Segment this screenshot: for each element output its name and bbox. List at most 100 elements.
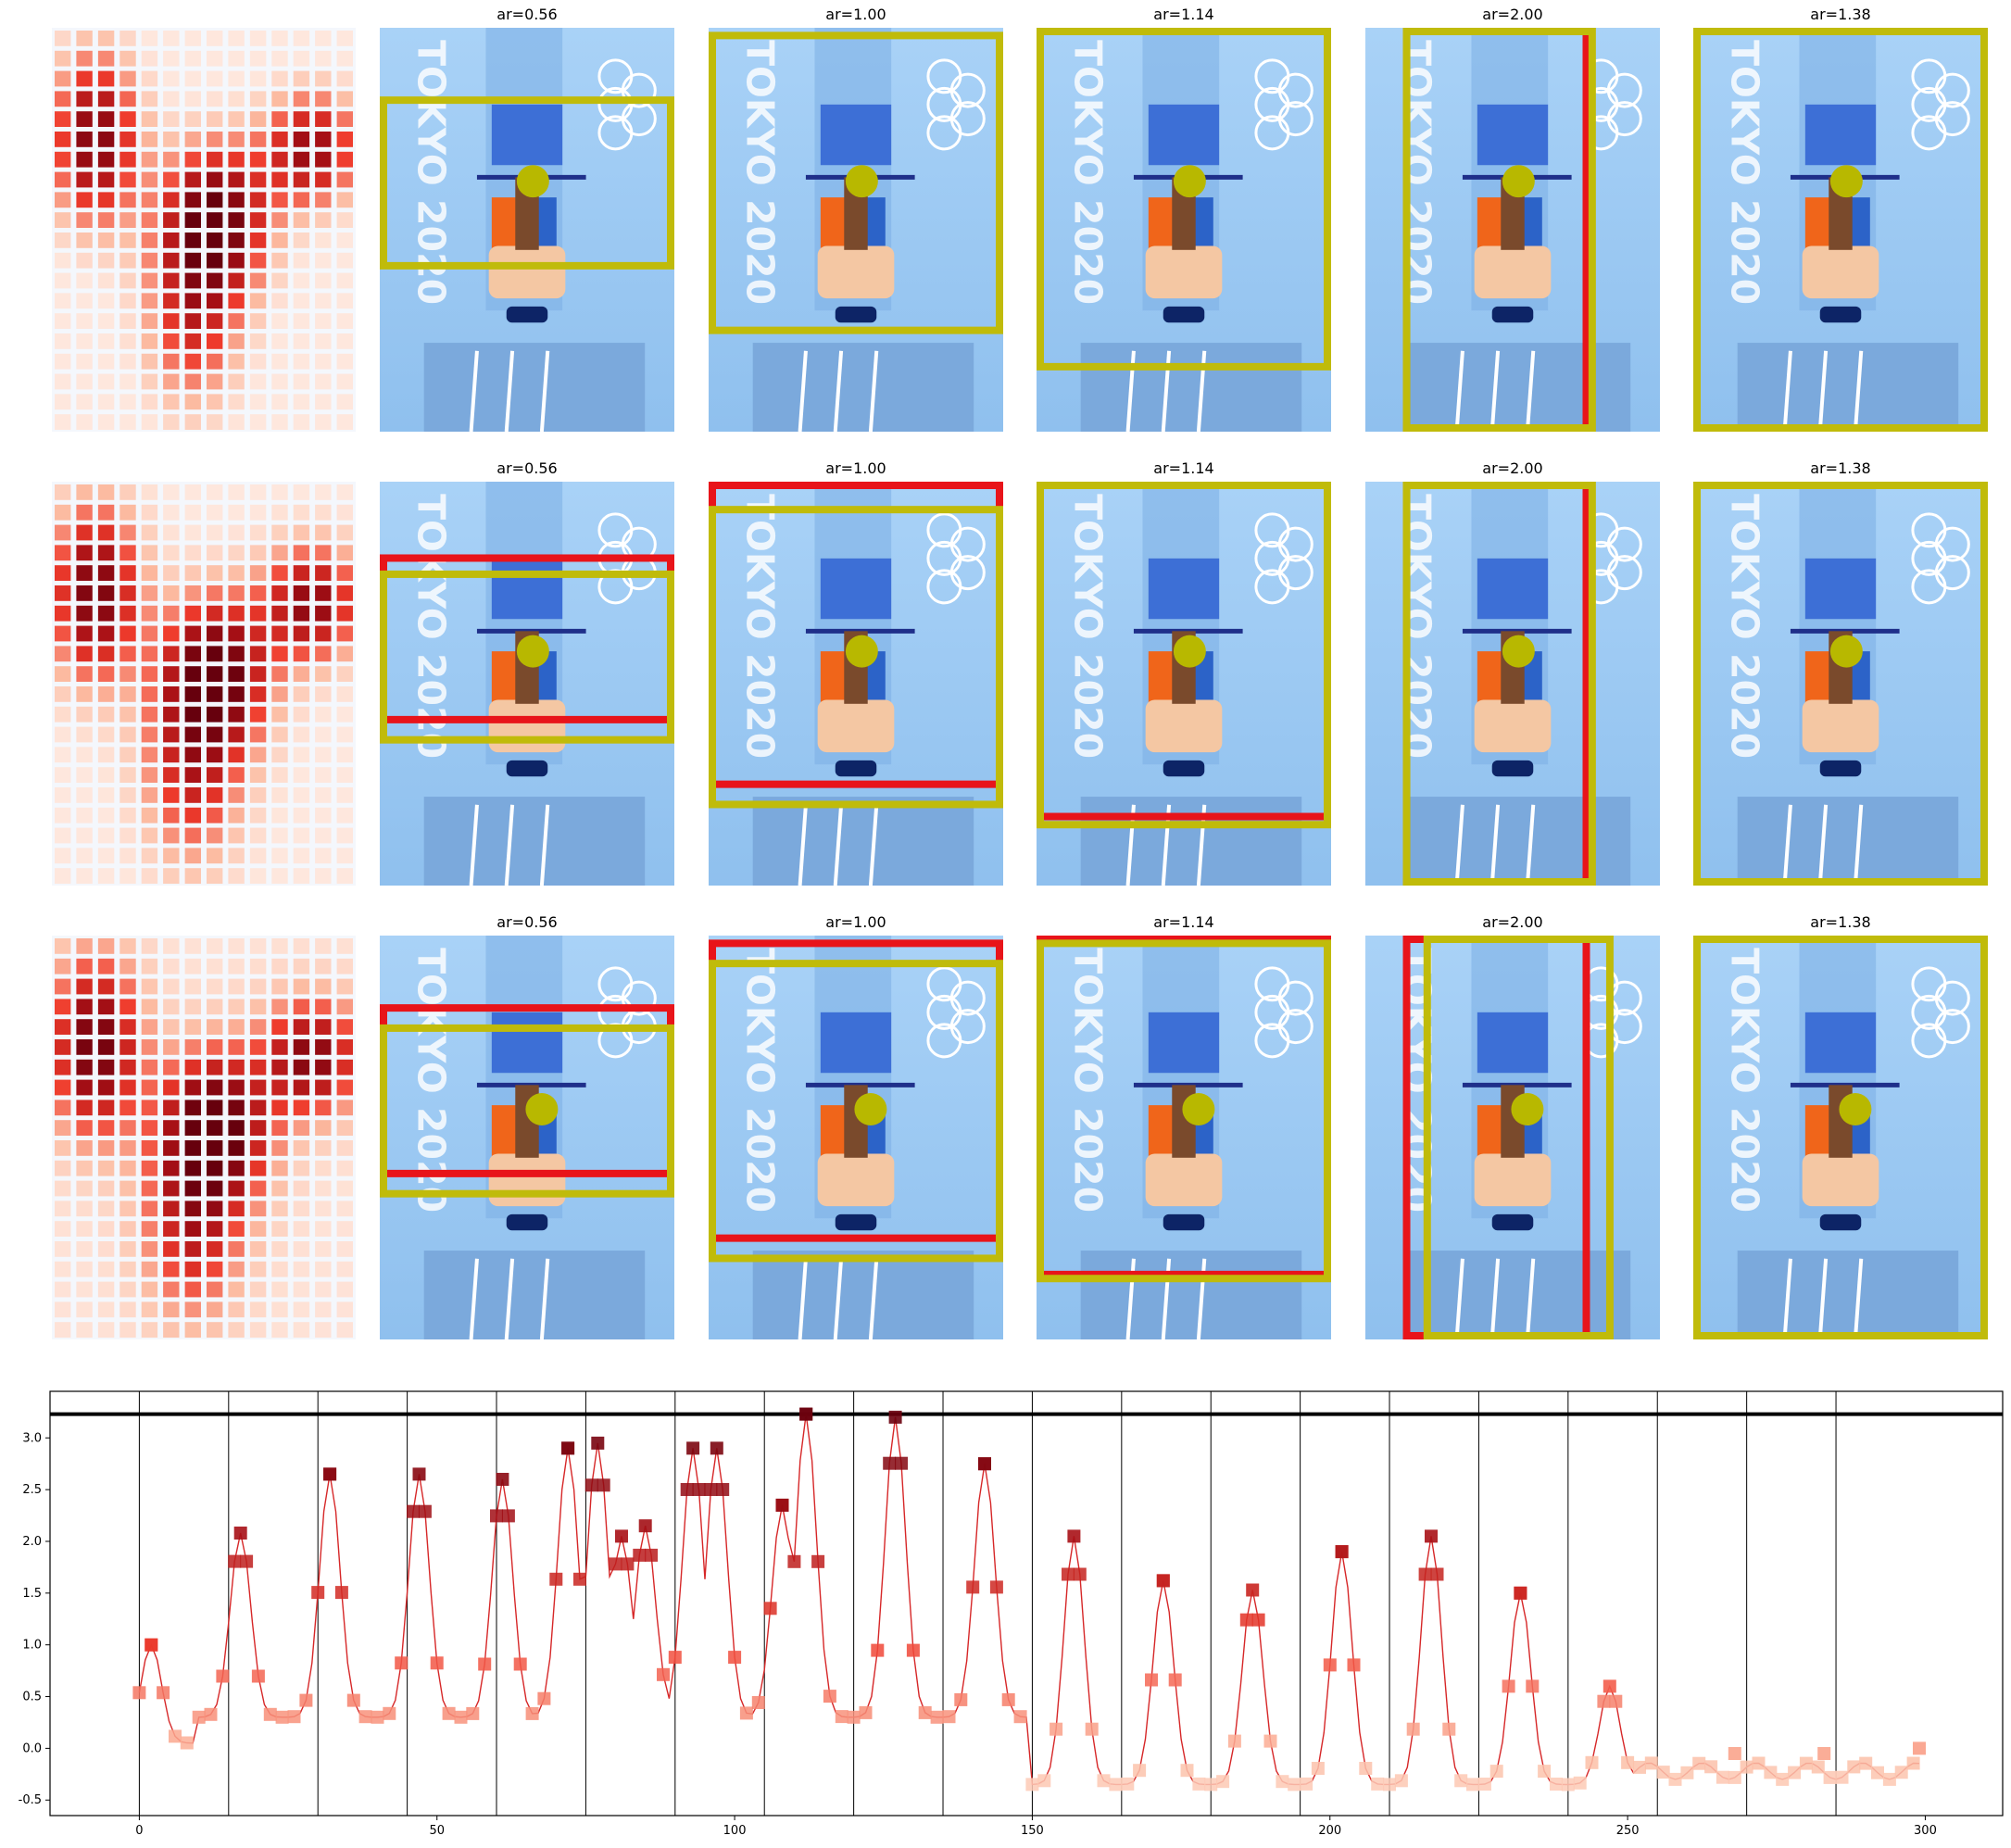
heatmap-cell [97,978,115,995]
heatmap-cell [119,1140,136,1156]
heatmap-cell [163,545,180,561]
lane-line [1525,350,1536,433]
heatmap-cell [97,1100,115,1116]
heatmap-cell [336,1160,353,1176]
panel-r3-c5: ar=2.00 TOKYO 2020 [1365,913,1660,1340]
heatmap-cell [228,787,245,803]
lane-line [868,1258,879,1340]
lane-line [1454,350,1464,433]
springboard [1477,558,1549,620]
heatmap-cell [119,938,136,954]
panel-title: ar=1.00 [825,459,886,477]
heatmap-cell [336,1221,353,1237]
heatmap-cell [55,686,71,702]
data-point [478,1657,492,1671]
lane-line [504,804,515,886]
data-point [1192,1777,1206,1791]
focus-point [1502,165,1535,198]
heatmap-cell [315,111,332,127]
predicted-crop-box [1037,28,1331,371]
heatmap-cell [228,686,245,702]
heatmap-cell [184,1039,201,1055]
heatmap-cell [293,524,310,541]
heatmap-cell [207,504,223,521]
heatmap-cell [293,848,310,864]
heatmap-cell [293,807,310,823]
heatmap-cell [97,212,115,228]
lane-line [798,1258,808,1340]
heatmap-cell [249,1322,267,1338]
data-point [847,1710,861,1724]
panel-title: ar=1.14 [1153,459,1213,477]
data-point [1001,1692,1015,1706]
heatmap-cell [97,1039,115,1055]
heatmap-cell [184,394,201,410]
heatmap-cell [184,293,201,309]
heatmap-cell [76,666,93,682]
heatmap-cell [207,524,223,541]
heatmap-cell [184,605,201,622]
heatmap-cell [271,414,288,430]
ring-icon [1254,115,1290,151]
heatmap-cell [271,999,288,1015]
heatmap-cell [315,545,332,561]
heatmap-cell [141,565,158,581]
vault-base [1819,1213,1862,1231]
heatmap-cell [119,293,136,309]
heatmap-cell [97,252,115,269]
heatmap-cell [315,1079,332,1096]
heatmap-cell [315,1261,332,1277]
heatmap-cell [228,50,245,67]
ring-icon [926,569,962,605]
data-point [1835,1770,1849,1784]
heatmap-cell [207,1281,223,1298]
springboard [1804,1012,1877,1074]
heatmap-cell [55,646,71,662]
heatmap-cell [249,1180,267,1197]
heatmap-cell [184,524,201,541]
data-point [513,1657,527,1671]
heatmap-cell [76,1322,93,1338]
heatmap-cell [97,1160,115,1176]
data-point [989,1580,1003,1594]
heatmap-cell [293,747,310,763]
heatmap-cell [271,545,288,561]
heatmap-cell [228,293,245,309]
springboard [491,1012,563,1074]
heatmap-cell [76,938,93,954]
heatmap-cell [207,233,223,248]
heatmap-cell [228,827,245,844]
vault-base [835,306,877,323]
heatmap-cell [336,686,353,702]
data-point [1489,1765,1503,1779]
heatmap-cell [207,1301,223,1318]
heatmap-cell [184,1019,201,1035]
heatmap-cell [293,293,310,309]
watermark-text: TOKYO 2020 [1065,494,1110,759]
vault-table [488,699,566,753]
heatmap-cell [315,1241,332,1257]
heatmap-cell [336,414,353,430]
heatmap-cell [249,333,267,349]
x-tick-label: 200 [1318,1824,1341,1838]
heatmap-cell [55,706,71,723]
heatmap-cell [76,272,93,289]
heatmap-cell [315,192,332,208]
ring-icon [1911,1023,1947,1059]
heatmap-cell [163,565,180,581]
heatmap-cell [249,646,267,662]
peak-point [1603,1679,1616,1693]
heatmap-cell [315,807,332,823]
heatmap-cell [271,151,288,168]
heatmap-cell [249,1261,267,1277]
heatmap-cell [184,1180,201,1197]
heatmap-cell [97,91,115,107]
heatmap-cell [184,171,201,188]
heatmap-cell [207,666,223,682]
data-point [1406,1722,1420,1736]
heatmap-cell [184,787,201,803]
panel-title: ar=1.14 [1153,913,1213,931]
heatmap-cell [249,1019,267,1035]
heatmap-cell [207,353,223,370]
heatmap-cell [249,1241,267,1257]
